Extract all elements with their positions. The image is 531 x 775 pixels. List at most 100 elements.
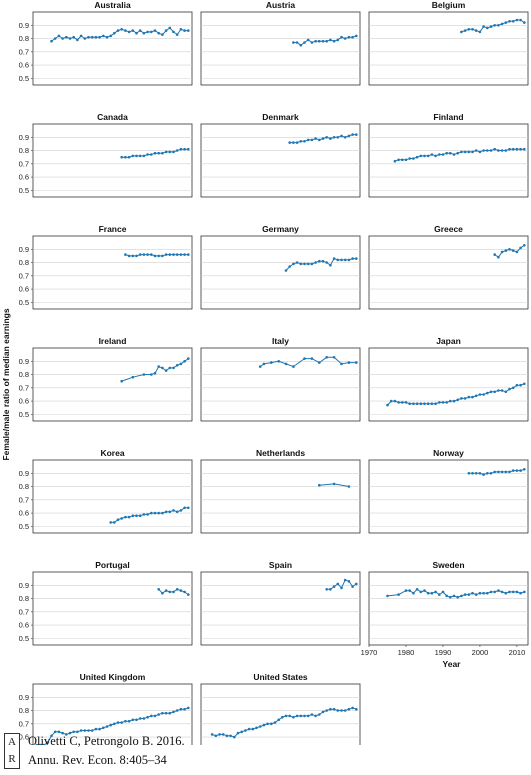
data-point-finland-1987 [430,153,434,156]
data-point-norway-2008 [508,470,511,474]
y-tick-label: 0.6 [19,509,29,518]
data-point-japan-1994 [456,398,460,402]
y-tick-label: 0.7 [19,47,29,56]
data-point-korea-2005 [161,511,164,515]
y-tick-label: 0.9 [19,21,29,30]
data-point-denmark-2009 [343,136,347,139]
y-tick-label: 0.6 [19,397,29,406]
data-point-united-kingdom-1971 [35,743,38,745]
data-point-united-states-2004 [325,709,329,712]
data-point-portugal-2004 [157,588,160,591]
data-point-austria-1996 [295,41,299,44]
data-point-france-2006 [164,253,168,256]
data-point-canada-2006 [164,150,168,154]
data-point-sweden-2010 [515,590,519,594]
data-point-finland-2011 [519,147,522,151]
y-tick-label: 0.5 [19,522,29,531]
data-point-united-states-2000 [310,713,314,716]
panel-title-portugal: Portugal [95,560,129,570]
data-point-united-kingdom-1991 [109,723,112,727]
data-point-sweden-1984 [419,590,423,594]
data-point-canada-2007 [168,150,172,154]
data-point-germany-2003 [321,259,325,263]
data-point-finland-1985 [423,154,426,158]
data-point-denmark-1996 [295,141,299,144]
data-point-sweden-1986 [426,591,430,595]
panel-frame-australia [32,11,193,86]
data-point-japan-1976 [389,399,393,403]
data-point-united-kingdom-1994 [120,721,123,724]
data-point-united-states-1990 [273,721,277,724]
data-point-greece-2005 [497,255,500,259]
data-point-united-kingdom-1989 [102,726,105,730]
y-tick-label: 0.8 [19,146,29,155]
data-point-belgium-2008 [508,20,511,23]
y-tick-label: 0.7 [19,159,29,168]
data-point-spain-2006 [332,585,336,588]
data-point-ireland-2008 [172,366,175,370]
data-point-italy-2002 [318,361,321,364]
y-tick-label: 0.7 [19,383,29,392]
x-tick-label: 1970 [361,648,378,657]
data-point-italy-1991 [277,360,281,363]
data-point-united-kingdom-2009 [175,709,179,712]
data-point-sweden-1991 [445,594,449,598]
y-tick-label: 0.8 [19,258,29,267]
data-point-portugal-2010 [179,589,183,592]
data-point-japan-1988 [434,402,437,406]
data-point-japan-1995 [460,397,463,400]
data-point-canada-2004 [157,151,160,155]
data-point-portugal-2008 [172,590,175,594]
data-point-sweden-2004 [493,590,497,594]
data-point-germany-1996 [295,261,299,264]
data-point-united-kingdom-1988 [98,727,101,731]
data-point-sweden-2005 [497,589,500,592]
panel-frame-spain [200,571,361,646]
data-point-australia-1987 [94,35,98,39]
data-point-united-kingdom-1998 [135,718,138,722]
data-point-belgium-1995 [460,30,463,34]
panel-frame-france [32,235,193,310]
y-tick-label: 0.6 [19,173,29,182]
data-point-denmark-2012 [355,133,358,136]
data-point-united-kingdom-2001 [146,715,149,719]
data-point-spain-2012 [355,582,358,586]
data-point-france-1996 [127,254,131,258]
data-point-united-kingdom-1986 [90,729,94,732]
data-point-sweden-1992 [449,595,452,599]
data-point-united-kingdom-1997 [131,718,135,722]
y-tick-label: 0.8 [19,34,29,43]
data-point-germany-2004 [325,261,329,264]
data-point-austria-1995 [292,41,295,44]
panel-title-sweden: Sweden [432,560,464,570]
data-point-united-states-2011 [351,706,354,710]
data-point-japan-1989 [438,401,441,404]
data-point-sweden-2001 [482,591,485,595]
data-point-finland-2000 [478,150,482,154]
data-point-norway-2000 [478,472,482,475]
data-point-finland-1995 [460,150,463,154]
data-point-united-states-1982 [244,729,247,732]
data-point-italy-1993 [284,362,288,366]
series-line-united-states [211,707,357,738]
panel-italy: Italy [200,336,361,422]
data-point-portugal-2007 [168,590,172,594]
y-tick-label: 0.8 [19,594,29,603]
data-point-korea-2006 [164,510,168,514]
data-point-germany-1995 [292,262,295,266]
data-point-united-kingdom-1982 [76,730,79,734]
data-point-united-states-1998 [303,714,306,718]
data-point-germany-1999 [306,262,310,266]
data-point-belgium-2004 [493,24,497,27]
x-axis-label: Year [443,659,462,669]
data-point-australia-1981 [72,35,75,39]
y-tick-label: 0.9 [19,469,29,478]
x-tick-label: 1980 [398,648,415,657]
data-point-germany-2008 [340,258,343,262]
annual-reviews-logo: A R [4,733,20,769]
data-point-denmark-2002 [318,138,321,142]
data-point-france-2000 [142,253,146,256]
y-tick-label: 0.7 [19,719,29,728]
data-point-united-states-2007 [336,709,340,712]
data-point-united-kingdom-1976 [53,730,57,734]
